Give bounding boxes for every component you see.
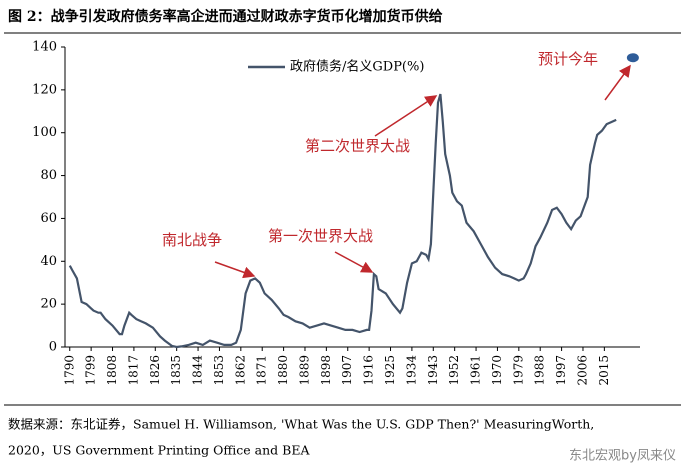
- x-tick-label: 1997: [554, 355, 568, 386]
- x-tick-label: 1970: [490, 355, 504, 386]
- data-line: [68, 93, 617, 349]
- x-tick-label: 1808: [105, 355, 119, 386]
- x-tick-label: 1979: [511, 355, 525, 386]
- y-tick-label: 60: [40, 211, 57, 226]
- x-tick-label: 1898: [319, 355, 333, 386]
- x-tick-label: 2006: [575, 355, 589, 386]
- annotation: 第二次世界大战: [305, 137, 410, 155]
- annotation: 南北战争: [162, 231, 222, 249]
- x-tick-label: 1916: [362, 355, 376, 386]
- y-tick-label: 100: [32, 125, 57, 140]
- x-tick-label: 1844: [191, 355, 205, 386]
- x-tick-label: 1934: [404, 355, 418, 386]
- x-tick-label: 1952: [447, 355, 461, 386]
- annotation-arrow: [604, 64, 631, 101]
- x-tick-label: 1880: [276, 355, 290, 386]
- x-tick-label: 1943: [426, 355, 440, 386]
- x-tick-label: 1835: [169, 355, 183, 386]
- annotation: 预计今年: [538, 50, 598, 68]
- y-tick-label: 140: [32, 40, 57, 55]
- x-tick-label: 1907: [340, 355, 354, 386]
- annotation-arrow: [334, 251, 374, 273]
- forecast-point: [626, 53, 639, 63]
- y-tick-label: 120: [32, 82, 57, 97]
- x-tick-label: 1853: [212, 355, 226, 386]
- y-tick-label: 80: [40, 168, 57, 183]
- y-tick-label: 0: [49, 340, 57, 355]
- x-tick-label: 1961: [469, 355, 483, 386]
- legend-label: 政府债务/名义GDP(%): [290, 59, 424, 75]
- watermark: 东北宏观by凤来仪: [569, 449, 676, 464]
- x-tick-label: 1817: [126, 355, 140, 386]
- x-tick-label: 1925: [383, 355, 397, 386]
- chart-title: 图 2：战争引发政府债务率高企进而通过财政赤字货币化增加货币供给: [8, 8, 443, 25]
- annotation-arrow: [214, 261, 256, 279]
- x-tick-label: 1862: [233, 355, 247, 386]
- source-line: 2020，US Government Printing Office and B…: [8, 443, 310, 458]
- y-tick-label: 40: [40, 254, 57, 269]
- y-tick-label: 20: [40, 297, 57, 312]
- annotation: 第一次世界大战: [268, 227, 373, 245]
- x-tick-label: 1799: [84, 355, 98, 386]
- x-tick-label: 1790: [62, 355, 76, 386]
- x-tick-label: 1889: [297, 355, 311, 386]
- x-tick-label: 1988: [533, 355, 547, 386]
- annotation-arrow: [374, 95, 438, 137]
- x-tick-label: 1826: [148, 355, 162, 386]
- x-tick-label: 2015: [597, 355, 611, 386]
- source-line: 数据来源：东北证券，Samuel H. Williamson, 'What Wa…: [8, 417, 594, 432]
- x-tick-label: 1871: [255, 355, 269, 386]
